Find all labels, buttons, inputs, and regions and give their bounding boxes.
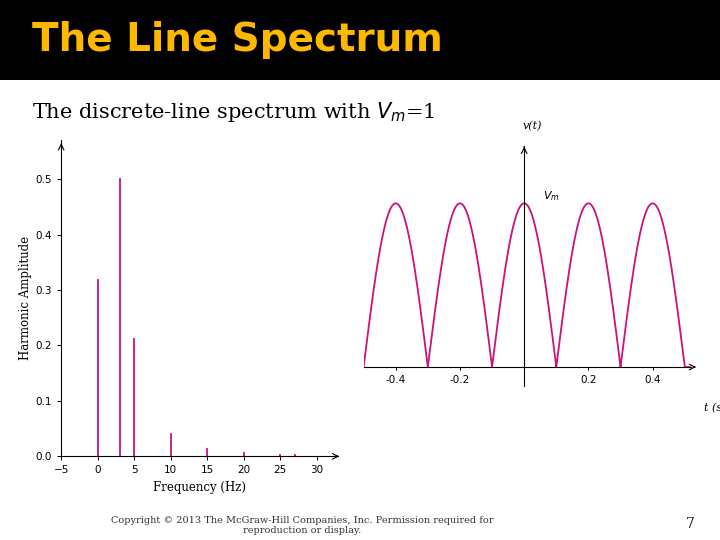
Text: Copyright © 2013 The McGraw-Hill Companies, Inc. Permission required for
reprodu: Copyright © 2013 The McGraw-Hill Compani… <box>111 516 494 535</box>
Y-axis label: Harmonic Amplitude: Harmonic Amplitude <box>19 237 32 360</box>
Text: 7: 7 <box>686 517 695 531</box>
Text: $V_m$: $V_m$ <box>544 190 560 203</box>
X-axis label: Frequency (Hz): Frequency (Hz) <box>153 481 246 494</box>
Text: The discrete-line spectrum with $V_m$=1: The discrete-line spectrum with $V_m$=1 <box>32 100 436 124</box>
Text: v(t): v(t) <box>523 120 542 131</box>
Text: t (s): t (s) <box>704 403 720 413</box>
Text: The Line Spectrum: The Line Spectrum <box>32 21 444 59</box>
